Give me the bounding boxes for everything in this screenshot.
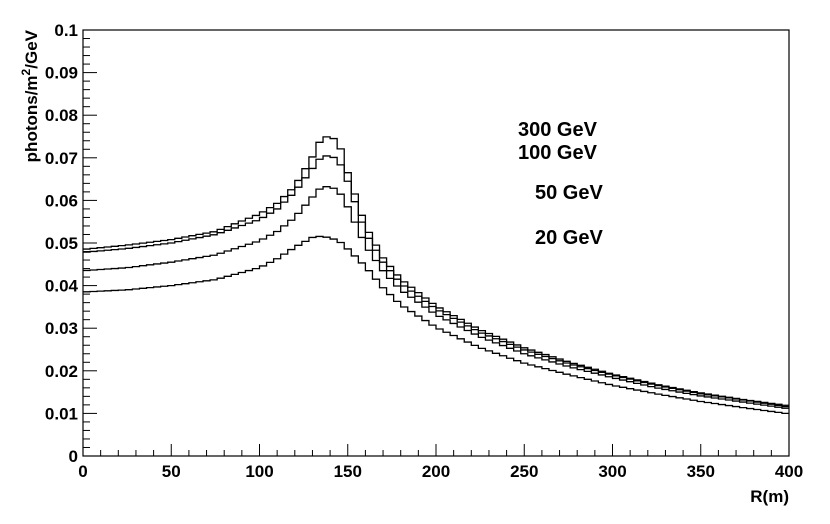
series-line-50-gev: [83, 186, 789, 409]
y-axis-title: photons/m2/GeV: [19, 29, 41, 162]
y-tick-label: 0.08: [45, 106, 78, 125]
axis-layer: [82, 29, 790, 457]
y-tick-label: 0: [69, 447, 78, 466]
x-axis-title: R(m): [750, 487, 789, 506]
x-tick-label: 150: [334, 462, 362, 481]
x-tick-label: 50: [162, 462, 181, 481]
series-line-20-gev: [83, 235, 789, 414]
x-tick-label: 0: [78, 462, 87, 481]
series-line-300-gev: [83, 136, 789, 406]
x-tick-label: 100: [245, 462, 273, 481]
x-tick-label: 200: [422, 462, 450, 481]
x-tick-label: 350: [687, 462, 715, 481]
y-tick-label: 0.02: [45, 362, 78, 381]
y-tick-label: 0.01: [45, 404, 78, 423]
y-tick-label: 0.1: [54, 21, 78, 40]
series-label-100-gev: 100 GeV: [518, 142, 598, 164]
y-tick-label: 0.06: [45, 191, 78, 210]
series-line-100-gev: [83, 155, 789, 408]
series-label-50-gev: 50 GeV: [535, 182, 603, 204]
x-tick-label: 250: [510, 462, 538, 481]
y-tick-label: 0.09: [45, 64, 78, 83]
series-label-300-gev: 300 GeV: [518, 119, 598, 141]
series-layer: [83, 136, 789, 414]
x-tick-label: 300: [598, 462, 626, 481]
series-label-20-gev: 20 GeV: [535, 227, 603, 249]
label-layer: 0 50 100 150 200 250 300 350 400 0 0.01 0.02 0.03 0.0…: [19, 21, 803, 506]
x-tick-label: 400: [775, 462, 803, 481]
y-tick-label: 0.04: [45, 277, 79, 296]
y-tick-label: 0.05: [45, 234, 78, 253]
y-tick-label: 0.03: [45, 319, 78, 338]
y-tick-label: 0.07: [45, 149, 78, 168]
